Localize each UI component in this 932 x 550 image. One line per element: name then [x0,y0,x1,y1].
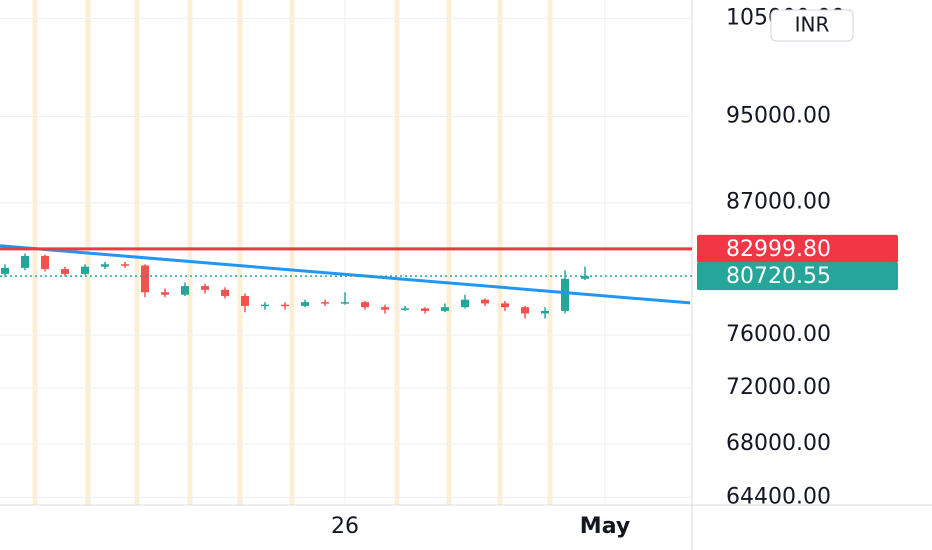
candle-body [21,255,29,268]
candle-body [141,265,149,293]
candle-body [481,299,489,304]
candle-body [561,278,569,311]
y-tick-label: 64400.00 [726,484,831,509]
candle-body [41,255,49,270]
candle-body [581,276,589,279]
price-label: 80720.55 [726,264,831,289]
candle-body [121,264,129,266]
y-tick-label: 76000.00 [726,322,831,347]
candle-body [61,269,69,274]
currency-badge: INR [770,9,854,42]
candle-body [161,292,169,295]
price-label-box [697,262,898,291]
candle-body [201,286,209,290]
candle-body [461,299,469,308]
candle-body [321,302,329,304]
candle-body [381,307,389,310]
candle-body [521,307,529,314]
currency-label: INR [795,13,830,37]
candle-body [341,302,349,304]
candle-body [361,302,369,308]
trendline [0,244,691,305]
session-bands [32,0,553,505]
candle-body [181,286,189,295]
candle-body [501,303,509,308]
badge-box [770,9,854,42]
candle-body [241,295,249,306]
y-tick-label: 95000.00 [726,104,831,129]
x-tick-label: May [580,514,630,539]
candle-body [301,302,309,306]
candle-body [1,267,9,274]
candle-body [221,289,229,296]
price-label: 82999.80 [726,237,831,262]
price-label-box [697,234,898,263]
y-tick-label: 87000.00 [726,190,831,215]
candle-body [81,266,89,274]
candle-body [441,307,449,311]
y-tick-label: 72000.00 [726,375,831,400]
candle-body [261,304,269,307]
candle-body [421,308,429,311]
candle-body [281,304,289,307]
x-tick-label: 26 [331,514,359,539]
y-tick-label: 68000.00 [726,431,831,456]
candle-body [541,310,549,314]
candle-body [401,308,409,310]
candle-body [101,264,109,267]
